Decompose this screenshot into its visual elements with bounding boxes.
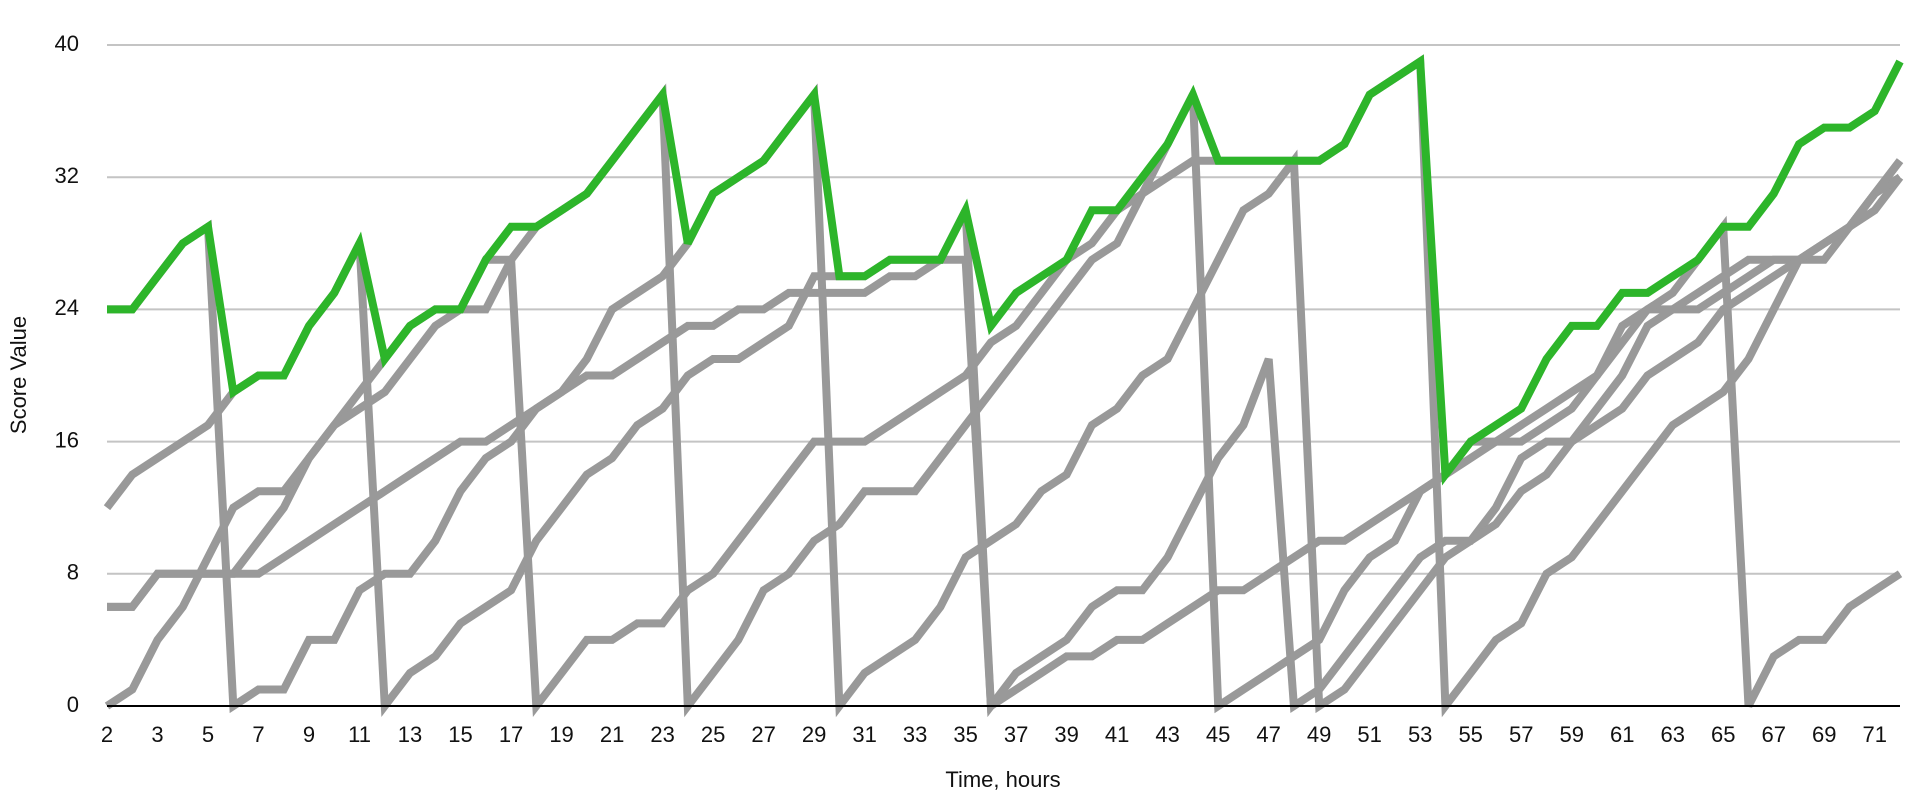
- x-tick-label: 25: [701, 722, 725, 747]
- x-tick-label: 63: [1660, 722, 1684, 747]
- series-line: [107, 83, 1904, 718]
- x-tick-label: 65: [1711, 722, 1735, 747]
- x-tick-label: 2: [101, 722, 113, 747]
- x-tick-label: 5: [202, 722, 214, 747]
- x-tick-label: 29: [802, 722, 826, 747]
- x-tick-label: 21: [600, 722, 624, 747]
- x-tick-label: 15: [448, 722, 472, 747]
- y-tick-label: 32: [55, 163, 79, 188]
- x-tick-label: 47: [1256, 722, 1280, 747]
- y-tick-label: 40: [55, 31, 79, 56]
- x-tick-label: 45: [1206, 722, 1230, 747]
- x-tick-label: 61: [1610, 722, 1634, 747]
- y-tick-label: 0: [67, 692, 79, 717]
- y-tick-label: 16: [55, 427, 79, 452]
- x-tick-label: 59: [1559, 722, 1583, 747]
- x-tick-label: 35: [953, 722, 977, 747]
- x-tick-label: 69: [1812, 722, 1836, 747]
- y-tick-label: 8: [67, 560, 79, 585]
- x-tick-label: 17: [499, 722, 523, 747]
- x-tick-label: 57: [1509, 722, 1533, 747]
- x-tick-label: 41: [1105, 722, 1129, 747]
- x-tick-label: 11: [348, 722, 371, 747]
- x-axis-label: Time, hours: [945, 767, 1060, 792]
- x-tick-label: 43: [1155, 722, 1179, 747]
- x-tick-label: 53: [1408, 722, 1432, 747]
- y-axis-label: Score Value: [6, 316, 31, 434]
- x-tick-label: 13: [398, 722, 422, 747]
- x-tick-label: 67: [1761, 722, 1785, 747]
- x-tick-label: 49: [1307, 722, 1331, 747]
- x-tick-label: 39: [1054, 722, 1078, 747]
- series-line: [107, 54, 1904, 486]
- x-tick-label: 71: [1863, 722, 1887, 747]
- x-tick-label: 33: [903, 722, 927, 747]
- x-tick-label: 55: [1458, 722, 1482, 747]
- x-tick-label: 37: [1004, 722, 1028, 747]
- x-tick-label: 19: [549, 722, 573, 747]
- series-line: [107, 215, 1903, 714]
- x-tick-label: 27: [751, 722, 775, 747]
- y-tick-label: 24: [55, 295, 79, 320]
- x-tick-label: 9: [303, 722, 315, 747]
- x-tick-label: 7: [252, 722, 264, 747]
- x-tick-label: 23: [650, 722, 674, 747]
- x-tick-label: 31: [852, 722, 876, 747]
- series-line: [103, 174, 1904, 718]
- x-tick-label: 3: [151, 722, 163, 747]
- x-tick-label: 51: [1357, 722, 1381, 747]
